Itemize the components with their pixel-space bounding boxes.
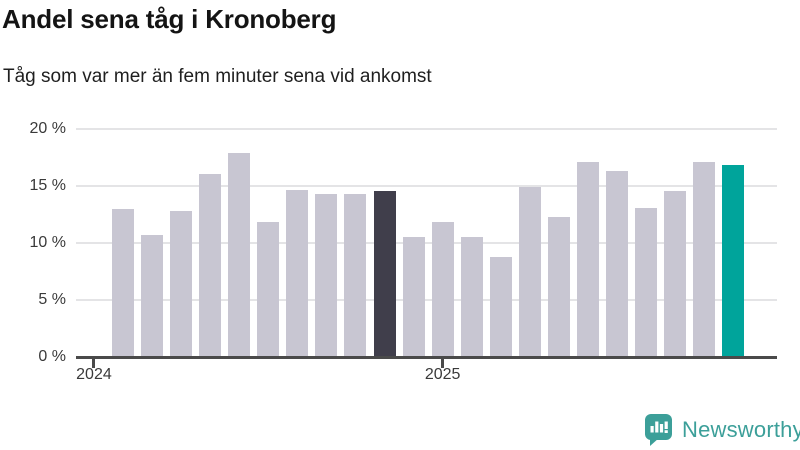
bar <box>664 190 687 357</box>
y-axis-label: 20 % <box>29 120 66 138</box>
x-axis-label: 2024 <box>76 366 112 383</box>
bar <box>373 190 396 357</box>
bar <box>170 211 193 357</box>
newsworthy-logo: Newsworthy <box>644 413 800 446</box>
gridline <box>76 185 777 188</box>
bar <box>199 173 222 357</box>
bar <box>431 221 454 357</box>
bar <box>606 171 629 357</box>
newsworthy-wordmark: Newsworthy <box>682 416 800 442</box>
bar <box>315 194 338 357</box>
bar <box>112 208 134 357</box>
x-axis-label: 2025 <box>424 366 461 383</box>
chart-subtitle: Tåg som var mer än fem minuter sena vid … <box>3 66 432 87</box>
bar <box>576 162 599 357</box>
bar <box>547 216 570 357</box>
bar <box>257 221 280 357</box>
x-axis-baseline <box>76 356 777 359</box>
newsworthy-bubble-icon <box>645 414 672 446</box>
bar <box>518 187 541 357</box>
chart-title: Andel sena tåg i Kronoberg <box>2 4 337 34</box>
bar <box>635 207 658 357</box>
y-axis-label: 0 % <box>38 348 66 365</box>
y-axis-label: 15 % <box>29 177 66 195</box>
bar <box>344 194 367 357</box>
gridline <box>76 242 777 245</box>
bar <box>402 237 425 357</box>
x-axis-tick <box>441 356 445 368</box>
bar <box>489 256 512 357</box>
bar <box>286 189 309 357</box>
gridline <box>76 299 777 302</box>
y-axis-label: 5 % <box>38 291 66 309</box>
gridline <box>76 128 777 131</box>
bar <box>141 235 164 357</box>
bar <box>460 237 483 357</box>
bar <box>228 153 251 357</box>
x-axis-tick <box>92 356 96 368</box>
bar <box>693 162 716 357</box>
bar <box>722 164 745 357</box>
y-axis-label: 10 % <box>29 234 66 252</box>
